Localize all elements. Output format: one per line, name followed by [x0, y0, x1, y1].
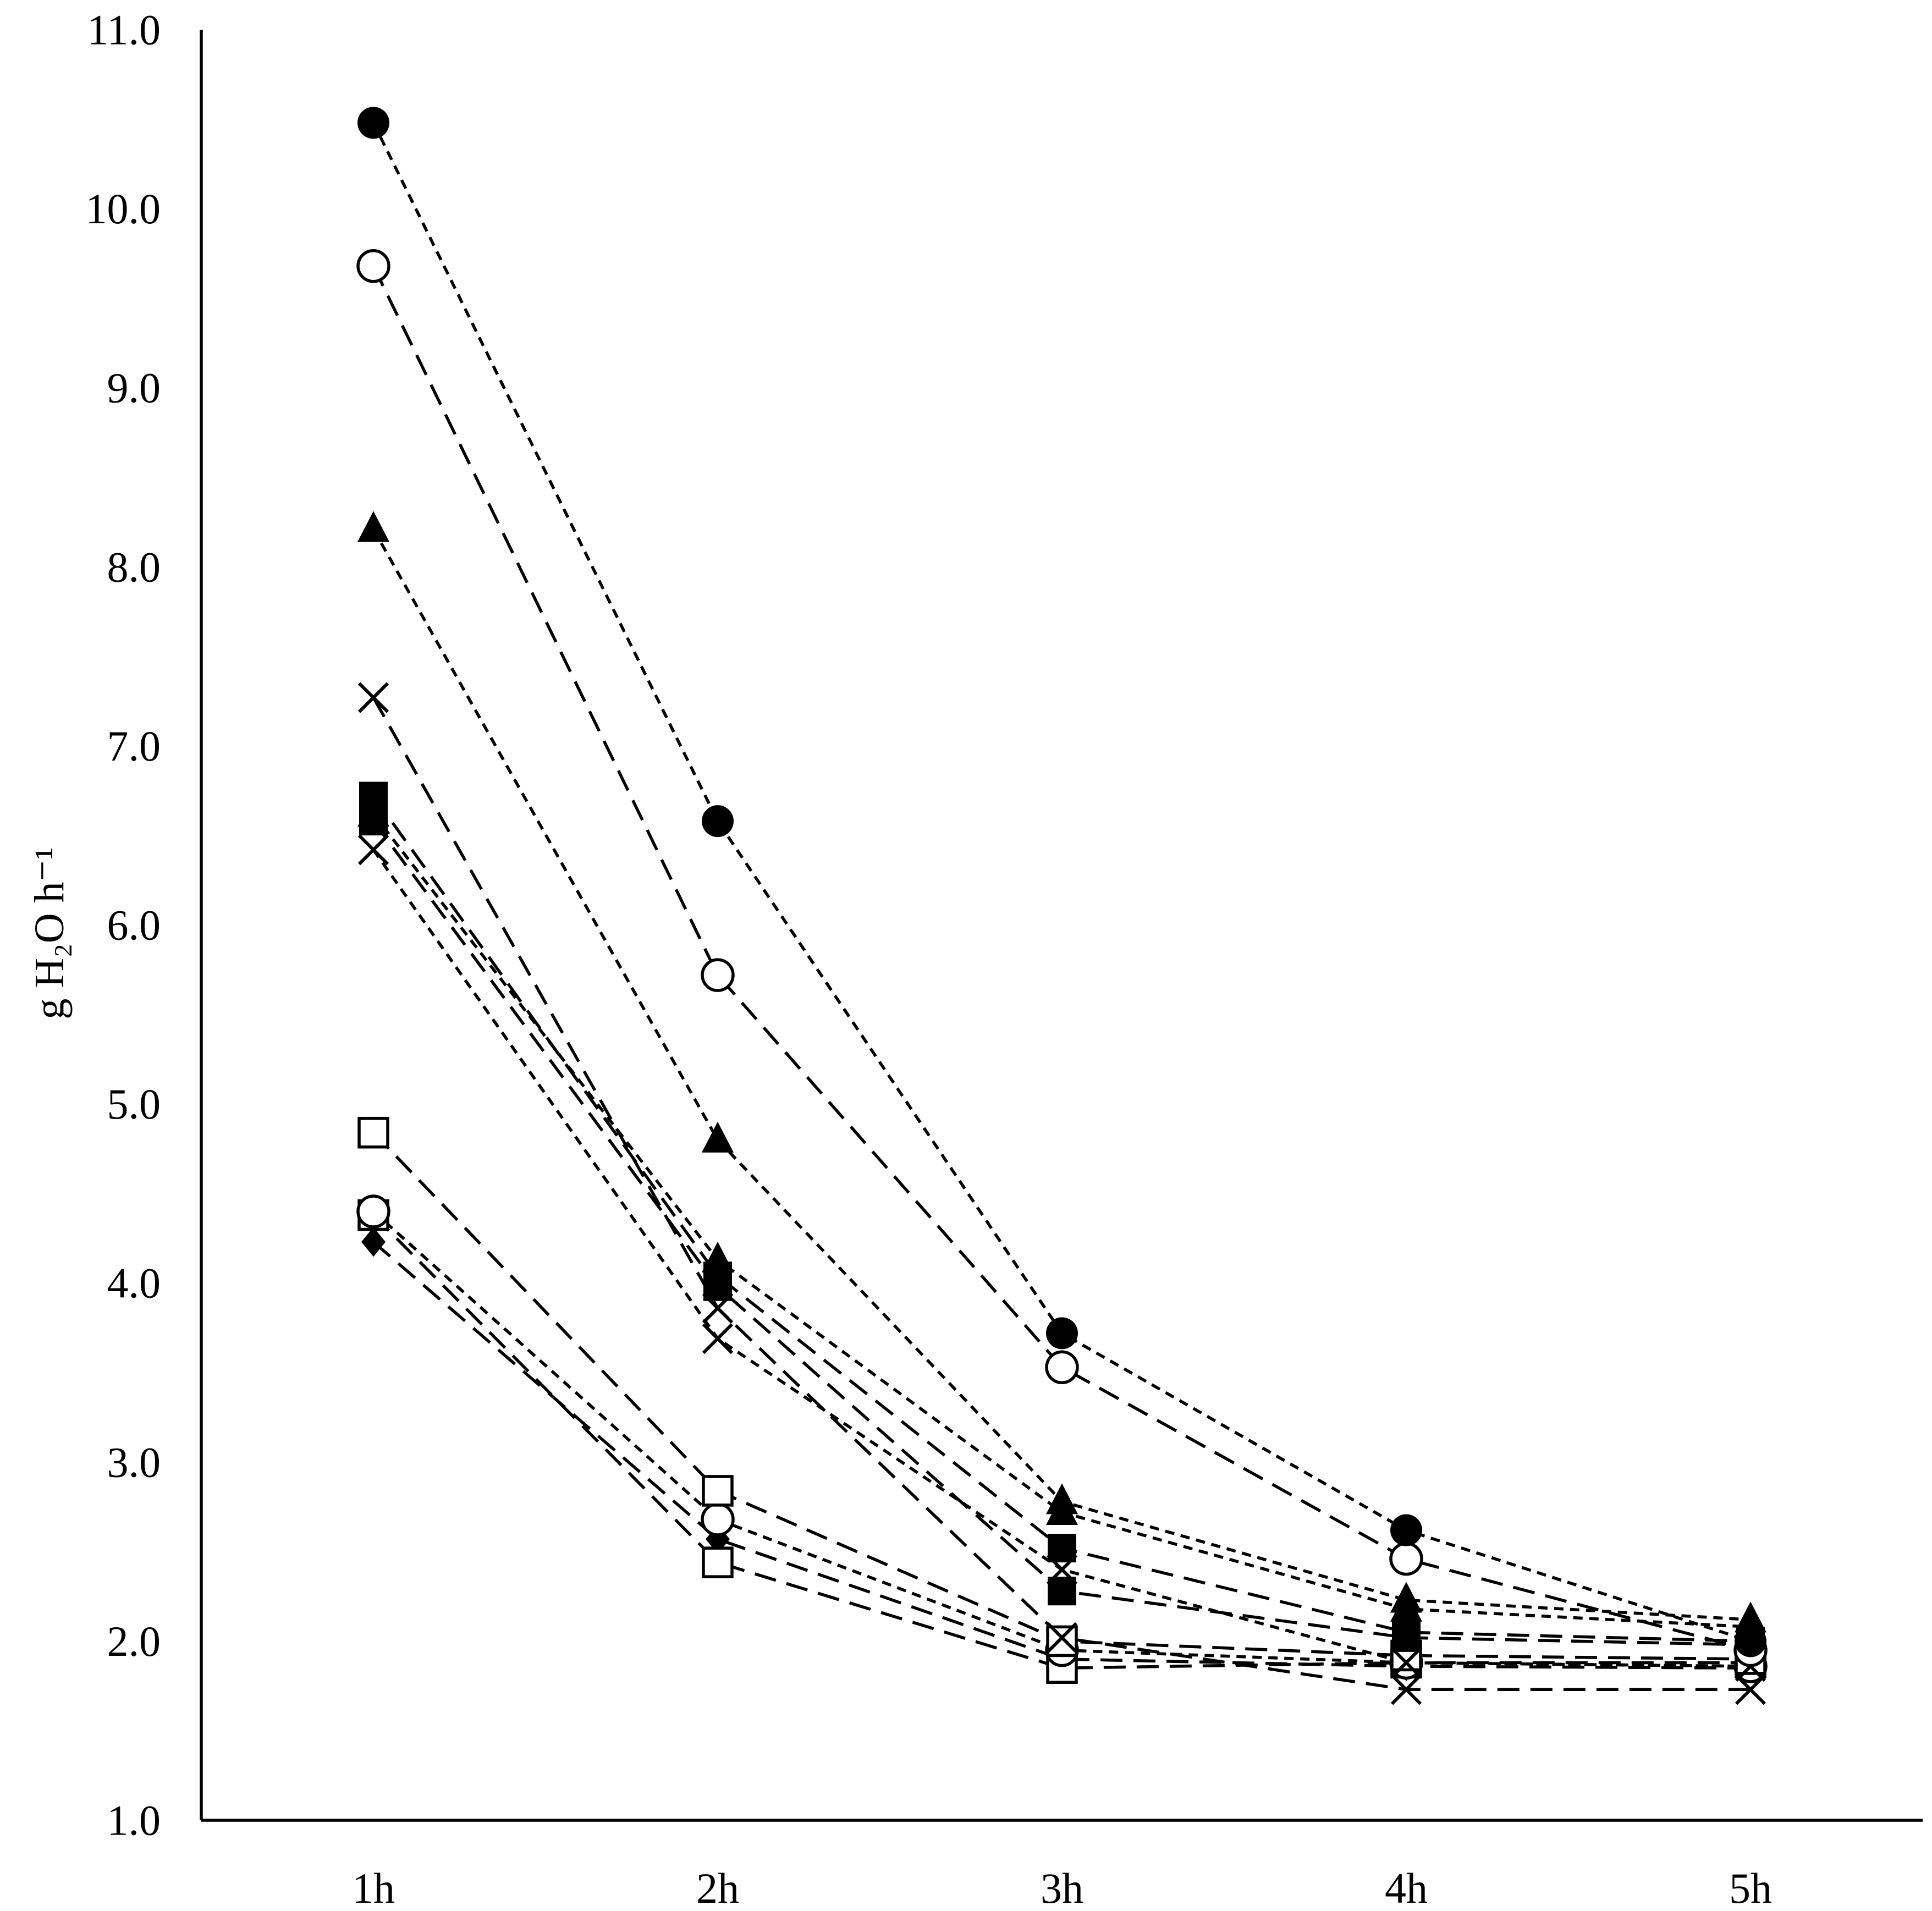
y-tick-label: 11.0 [87, 6, 161, 54]
y-tick-label: 6.0 [107, 901, 161, 949]
x-category-label: 4h [1385, 1864, 1428, 1911]
cross-stroke [1735, 1674, 1766, 1705]
series-3-point-2h [702, 1121, 734, 1153]
series-12-line [372, 1241, 1751, 1670]
series-4-point-4h [1390, 1674, 1422, 1705]
series-2-point-2h [701, 958, 735, 992]
series-3-point-4h [1390, 1582, 1422, 1613]
series-9-point-3h [1046, 1625, 1078, 1657]
series-5-point-2h [703, 1262, 732, 1291]
cross-stroke [357, 834, 389, 866]
series-lines [372, 122, 1751, 1692]
series-1-point-3h [1046, 1317, 1078, 1350]
series-9-point-1h [357, 1116, 389, 1149]
series-1-point-5h [1735, 1625, 1766, 1657]
series-6-point-1h [357, 796, 389, 827]
y-tick-label: 2.0 [107, 1617, 161, 1665]
x-category-label: 1h [352, 1864, 395, 1911]
series-5-point-3h [1048, 1534, 1076, 1563]
series-4-line [372, 697, 1751, 1692]
y-tick-label: 3.0 [107, 1438, 161, 1486]
series-markers [356, 107, 1768, 1705]
series-1-point-2h [702, 805, 734, 838]
series-1-line [372, 122, 1751, 1643]
cross-stroke [1046, 1622, 1078, 1654]
series-9-point-2h [702, 1475, 734, 1507]
x-axis-category-labels: 1h 2h 3h 4h 5h [352, 1864, 1772, 1911]
y-tick-label: 5.0 [107, 1080, 161, 1128]
series-1-point-4h [1390, 1514, 1422, 1546]
series-2-point-3h [1045, 1350, 1079, 1384]
series-3-point-1h [357, 511, 389, 542]
series-5-point-1h [359, 781, 388, 811]
x-category-label: 5h [1729, 1864, 1772, 1911]
series-3-point-5h [1735, 1601, 1766, 1633]
y-tick-label: 1.0 [107, 1797, 161, 1844]
y-tick-label: 8.0 [107, 543, 161, 591]
series-2-point-4h [1389, 1541, 1423, 1576]
cross-stroke [1390, 1647, 1422, 1678]
cross-stroke [702, 1323, 734, 1354]
series-12-point-1h [361, 1227, 386, 1257]
series-10-point-2h [701, 1502, 735, 1536]
series-5-point-4h [1392, 1618, 1421, 1647]
series-4-point-3h [1046, 1622, 1078, 1654]
series-11-line [372, 1214, 1751, 1670]
cross-stroke [1390, 1674, 1422, 1705]
y-tick-label: 4.0 [107, 1259, 161, 1307]
y-tick-label: 9.0 [107, 364, 161, 412]
y-axis-title: g H₂O h⁻¹ [26, 847, 73, 1019]
series-11-point-2h [702, 1546, 734, 1578]
x-category-label: 2h [696, 1864, 739, 1911]
series-4-point-5h [1735, 1674, 1766, 1705]
series-2-point-1h [356, 249, 390, 283]
series-10-point-1h [356, 1194, 390, 1229]
series-4-point-2h [702, 1292, 734, 1324]
series-4-point-1h [357, 682, 389, 713]
series-7-point-3h [1048, 1577, 1076, 1606]
cross-stroke [357, 682, 389, 713]
y-axis-tick-labels: 1.0 2.0 3.0 4.0 5.0 6.0 7.0 8.0 9.0 10.0 11.0 [86, 6, 161, 1844]
y-tick-label: 7.0 [107, 722, 161, 770]
x-category-label: 3h [1041, 1864, 1083, 1911]
series-2-line [372, 265, 1751, 1652]
series-8-point-2h [702, 1323, 734, 1354]
series-1-point-1h [357, 107, 389, 139]
series-8-point-1h [357, 834, 389, 866]
series-3-point-3h [1046, 1483, 1078, 1515]
series-8-point-4h [1390, 1647, 1422, 1678]
y-tick-label: 10.0 [86, 185, 161, 233]
cross-stroke [702, 1292, 734, 1324]
